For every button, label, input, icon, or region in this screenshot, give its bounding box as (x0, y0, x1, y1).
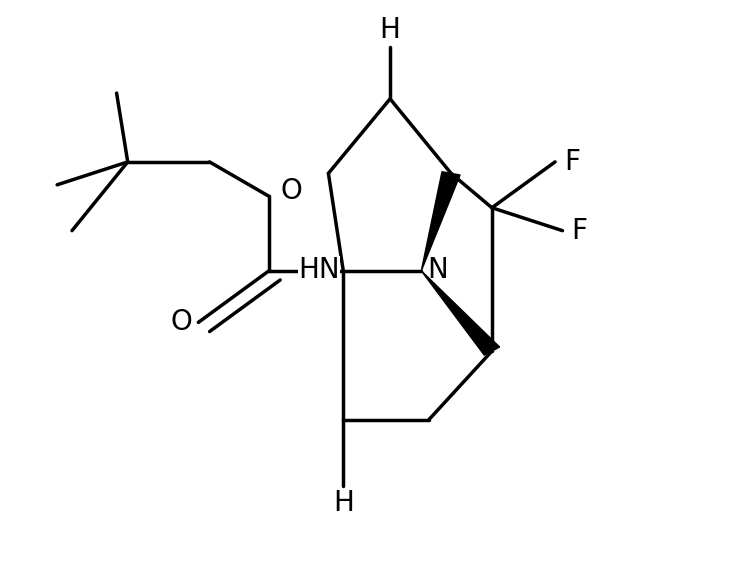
Text: H: H (333, 488, 354, 517)
Text: HN: HN (298, 256, 339, 283)
Text: O: O (171, 308, 192, 336)
Polygon shape (421, 271, 500, 355)
Text: F: F (564, 148, 580, 176)
Text: N: N (427, 256, 448, 283)
Polygon shape (421, 172, 460, 271)
Text: F: F (571, 217, 587, 245)
Text: H: H (380, 16, 401, 44)
Text: O: O (280, 177, 302, 204)
